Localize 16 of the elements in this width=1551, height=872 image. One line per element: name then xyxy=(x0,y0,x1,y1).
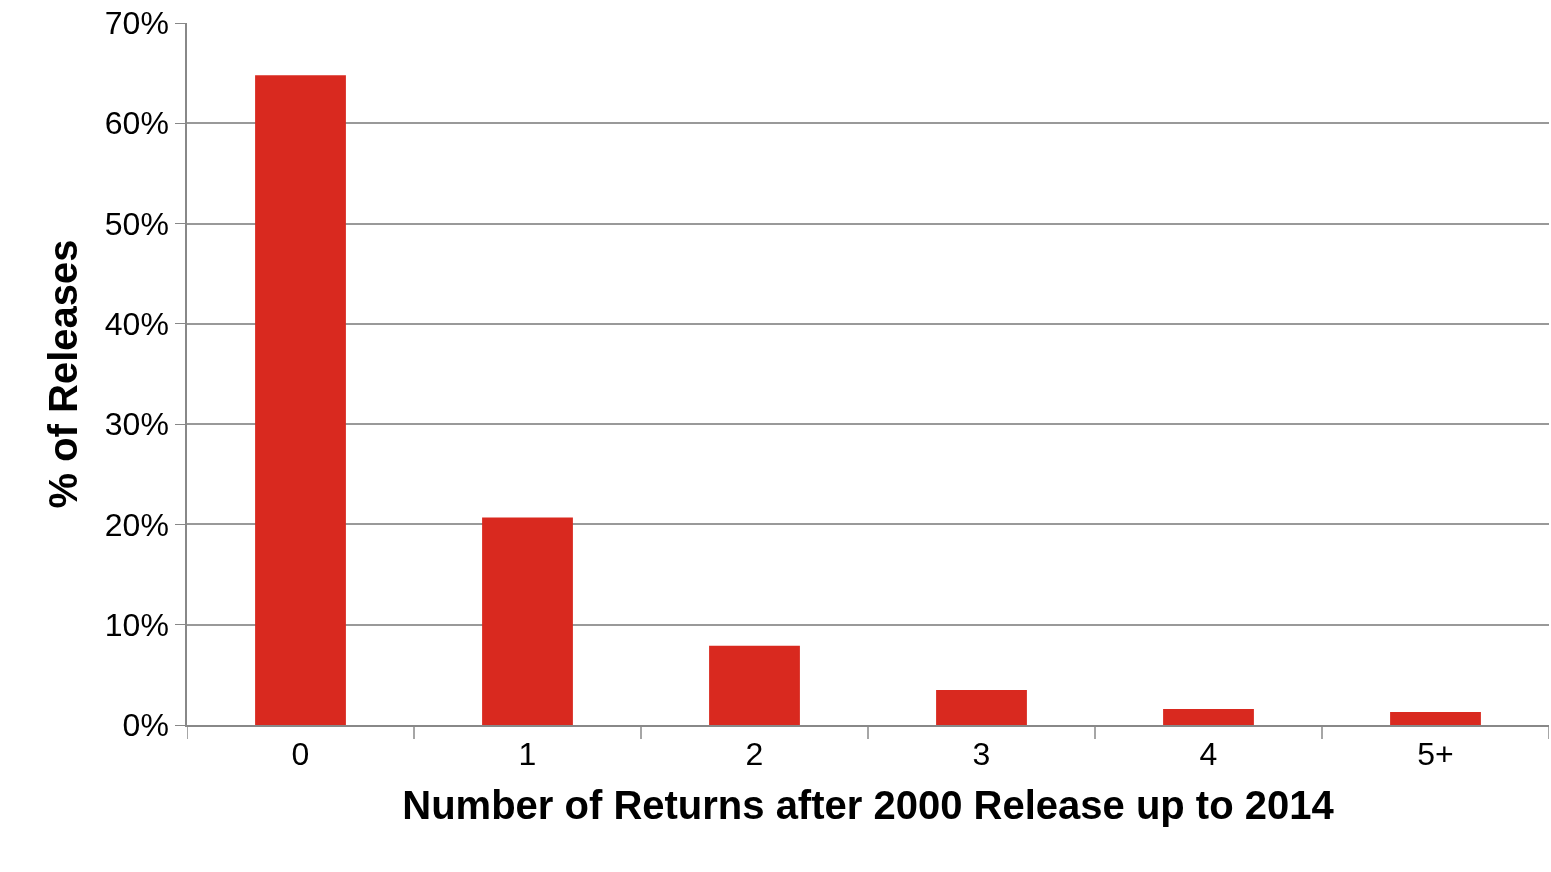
x-tick-label: 4 xyxy=(1199,736,1218,773)
x-tick-label: 3 xyxy=(972,736,991,773)
y-axis-title: % of Releases xyxy=(40,239,85,509)
x-axis-title: Number of Returns after 2000 Release up to 2014 xyxy=(402,783,1335,828)
y-tick-label: 10% xyxy=(104,606,169,643)
y-tick-label: 40% xyxy=(104,306,169,343)
y-tick-label: 0% xyxy=(122,707,169,744)
x-tick-label: 1 xyxy=(518,736,537,773)
x-tick-label: 0 xyxy=(291,736,310,773)
x-tick-label: 2 xyxy=(745,736,764,773)
y-tick-label: 30% xyxy=(104,406,169,443)
y-tick-label: 60% xyxy=(104,105,169,142)
y-tick-label: 70% xyxy=(104,5,169,42)
y-tick-label: 50% xyxy=(104,205,169,242)
y-tick-label: 20% xyxy=(104,506,169,543)
x-tick-label: 5+ xyxy=(1417,736,1454,773)
